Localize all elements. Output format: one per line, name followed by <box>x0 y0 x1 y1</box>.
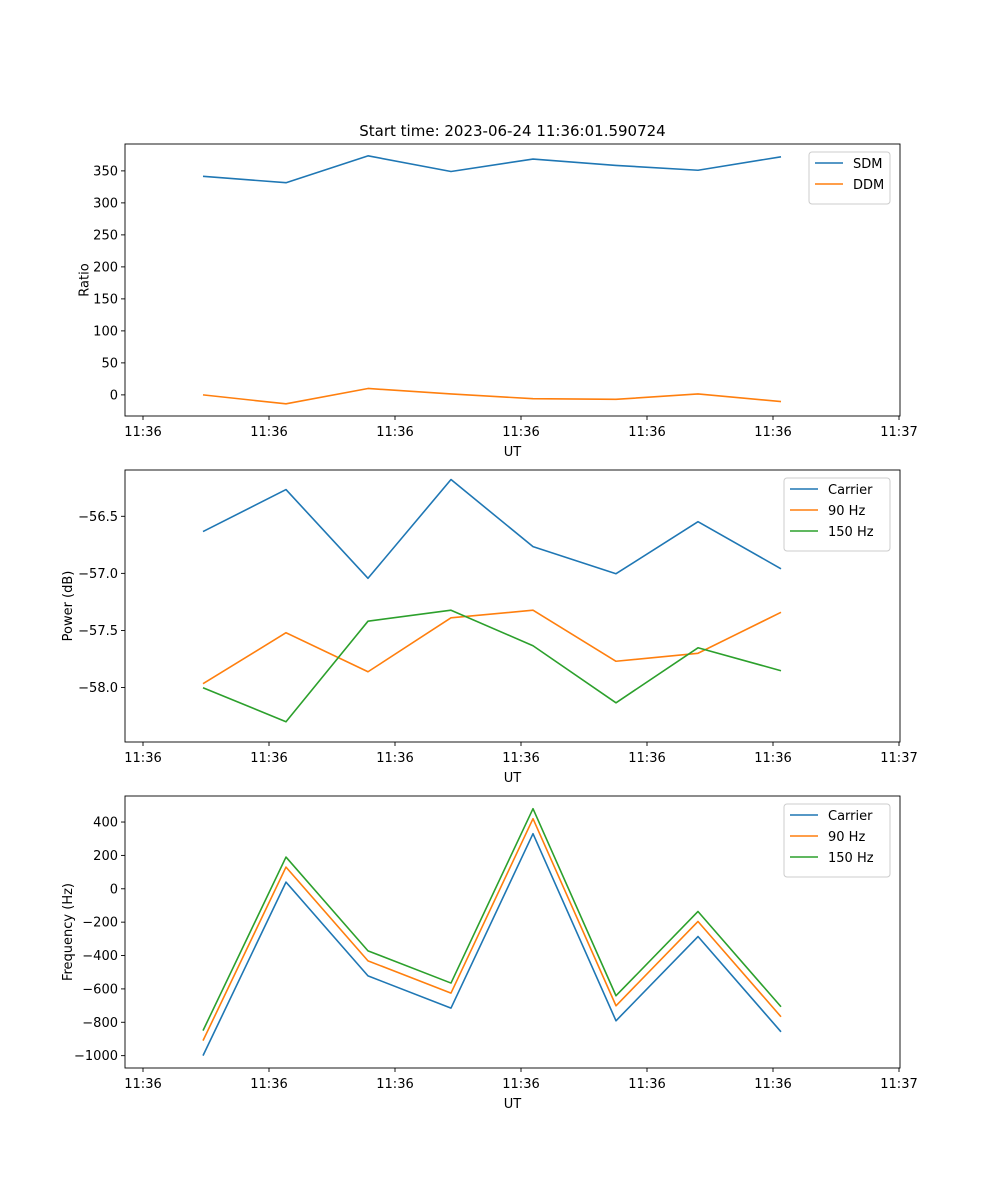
x-tick-label: 11:36 <box>250 425 287 440</box>
x-axis-label: UT <box>504 445 522 460</box>
axes-frame <box>124 795 901 1069</box>
x-tick-label: 11:36 <box>754 751 791 766</box>
legend-box <box>783 803 891 878</box>
y-tick-label: −57.5 <box>78 624 118 639</box>
y-tick-label: 150 <box>93 292 118 307</box>
x-tick-label: 11:36 <box>250 751 287 766</box>
legend-label: 90 Hz <box>828 504 865 519</box>
x-tick-label: 11:36 <box>124 751 161 766</box>
y-axis-label: Frequency (Hz) <box>61 883 76 981</box>
series-line-sdm <box>202 155 782 184</box>
legend-box <box>808 151 891 205</box>
x-axis-label: UT <box>504 771 522 786</box>
y-tick-label: −1000 <box>74 1049 118 1064</box>
y-axis-label: Power (dB) <box>61 571 76 642</box>
series-line-carrier <box>202 832 782 1056</box>
y-tick-label: 350 <box>93 164 118 179</box>
x-tick-label: 11:36 <box>628 751 665 766</box>
x-tick-label: 11:36 <box>502 425 539 440</box>
axes-frame <box>124 143 901 417</box>
legend-label: Carrier <box>828 809 873 824</box>
y-tick-label: 50 <box>101 356 118 371</box>
x-tick-label: 11:36 <box>754 1077 791 1092</box>
legend: SDM DDM <box>808 151 891 205</box>
y-tick-label: −400 <box>82 949 118 964</box>
x-tick-label: 11:36 <box>376 751 413 766</box>
axes-frame <box>124 469 901 743</box>
y-tick-label: −58.0 <box>78 681 118 696</box>
y-tick-label: 0 <box>110 388 118 403</box>
y-tick-label: −600 <box>82 982 118 997</box>
y-tick-label: 300 <box>93 196 118 211</box>
subplot-2: 11:36 11:36 11:36 11:36 11:36 11:36 11:37 UT −58… <box>61 469 918 786</box>
x-tick-label: 11:36 <box>250 1077 287 1092</box>
x-tick-label: 11:37 <box>880 425 917 440</box>
y-tick-label: 200 <box>93 260 118 275</box>
legend-label: 150 Hz <box>828 525 874 540</box>
figure-title: Start time: 2023-06-24 11:36:01.590724 <box>359 122 665 140</box>
x-tick-label: 11:37 <box>880 751 917 766</box>
x-tick-label: 11:36 <box>628 425 665 440</box>
series-line-carrier <box>202 478 782 580</box>
y-tick-label: −200 <box>82 916 118 931</box>
series-line-150-hz <box>202 609 782 723</box>
x-tick-label: 11:37 <box>880 1077 917 1092</box>
subplot-1: 11:36 11:36 11:36 11:36 11:36 11:36 11:37 UT 0 50… <box>77 143 918 460</box>
x-tick-label: 11:36 <box>376 1077 413 1092</box>
series-line-90-hz <box>202 817 782 1041</box>
x-tick-label: 11:36 <box>502 751 539 766</box>
series-line-90-hz <box>202 609 782 685</box>
y-tick-label: 250 <box>93 228 118 243</box>
y-tick-label: 200 <box>93 849 118 864</box>
y-tick-label: −57.0 <box>78 567 118 582</box>
y-tick-label: 0 <box>110 882 118 897</box>
legend: Carrier 90 Hz 150 Hz <box>783 477 891 552</box>
legend-label: 90 Hz <box>828 830 865 845</box>
x-tick-label: 11:36 <box>628 1077 665 1092</box>
legend-label: 150 Hz <box>828 851 874 866</box>
x-tick-label: 11:36 <box>124 1077 161 1092</box>
y-tick-label: 400 <box>93 816 118 831</box>
x-tick-label: 11:36 <box>502 1077 539 1092</box>
legend-label: Carrier <box>828 483 873 498</box>
subplot-3: 11:36 11:36 11:36 11:36 11:36 11:36 11:37 UT −10… <box>61 795 918 1112</box>
series-line-ddm <box>202 387 782 405</box>
x-axis-label: UT <box>504 1097 522 1112</box>
legend-box <box>783 477 891 552</box>
legend: Carrier 90 Hz 150 Hz <box>783 803 891 878</box>
series-line-150-hz <box>202 807 782 1031</box>
legend-label: SDM <box>853 157 882 172</box>
y-tick-label: 100 <box>93 324 118 339</box>
y-axis-label: Ratio <box>77 263 92 296</box>
legend-label: DDM <box>853 178 884 193</box>
y-tick-label: −56.5 <box>78 510 118 525</box>
x-tick-label: 11:36 <box>376 425 413 440</box>
x-tick-label: 11:36 <box>124 425 161 440</box>
x-tick-label: 11:36 <box>754 425 791 440</box>
y-tick-label: −800 <box>82 1016 118 1031</box>
